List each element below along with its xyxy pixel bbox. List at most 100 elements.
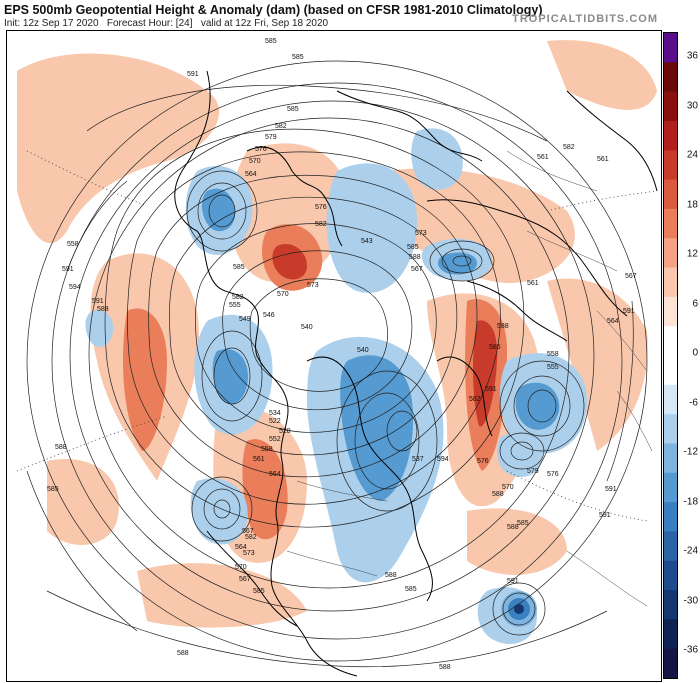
valid-time: valid at 12z Fri, Sep 18 2020 [200,18,329,29]
contour-label: 591 [605,486,617,493]
contour-label: 576 [255,146,267,153]
peak-positive-anomaly [272,243,498,427]
contour-label: 576 [477,458,489,465]
colorbar-swatch [664,267,677,298]
contour-label: 588 [55,444,67,451]
contour-label: 582 [315,221,327,228]
colorbar-swatch [664,355,677,386]
colorbar-swatch [664,179,677,210]
colorbar-swatch [664,208,677,239]
hurricane-low [501,591,537,627]
colorbar-swatch [664,590,677,620]
colorbar-tick-label: 24 [686,149,698,161]
contour-label: 567 [625,273,637,280]
contour-label: 564 [269,471,281,478]
contour-label: 585 [407,244,419,251]
contour-label: 561 [253,456,265,463]
contour-label: 567 [242,528,254,535]
colorbar-tick-label: 12 [686,248,698,260]
contour-label: 570 [249,158,261,165]
contour-label: 573 [307,282,319,289]
contour-label: 579 [265,134,277,141]
colorbar-tick-label: -30 [683,595,698,606]
colorbar [663,32,678,679]
contour-label: 540 [357,347,369,354]
brand-logo: TROPICALTIDBITS.COM [512,13,658,25]
init-time: Init: 12z Sep 17 2020 [4,18,99,29]
contour-label: 561 [527,280,539,287]
contour-label: 594 [69,284,81,291]
contour-label: 576 [547,471,559,478]
contour-label: 591 [507,578,519,585]
colorbar-tick-label: -18 [683,496,698,507]
contour-label: 585 [292,54,304,61]
contour-label: 564 [245,171,257,178]
contour-label: 579 [527,468,539,475]
colorbar-gradient [664,33,677,679]
contour-label: 591 [187,71,199,78]
contour-label: 546 [263,312,275,319]
colorbar-swatch [664,33,677,63]
contour-label: 588 [97,306,109,313]
contour-label: 591 [599,512,611,519]
colorbar-swatch [664,62,677,93]
contour-label: 555 [547,364,559,371]
colorbar-tick-label: 6 [692,298,698,309]
contour-label: 528 [279,428,291,435]
contour-label: 585 [405,586,417,593]
coastlines [174,70,658,677]
colorbar-swatch [664,296,677,327]
contour-label: 582 [275,123,287,130]
contour-label: 534 [269,410,281,417]
colorbar-tick-label: 36 [686,50,698,62]
contour-label: 582 [245,534,257,541]
colorbar-swatch [664,384,677,415]
contour-label: 588 [439,664,451,671]
contour-label: 591 [62,266,74,273]
contour-label: 570 [277,291,289,298]
contour-label: 537 [412,456,424,463]
contour-label: 573 [415,230,427,237]
contour-label: 558 [261,446,273,453]
political-borders [286,150,653,607]
contour-label: 567 [239,576,251,583]
contour-label: 591 [485,386,497,393]
colorbar-swatch [664,560,677,591]
contour-labels: 585 585 591 585 582 579 576 570 564 561 558 591 594 5… [47,38,637,671]
colorbar-swatch [664,120,677,151]
colorbar-swatch [664,150,677,181]
contour-label: 543 [361,238,373,245]
contour-label: 582 [563,144,575,151]
colorbar-swatch [664,326,677,356]
graticule [16,150,658,522]
contour-label: 576 [315,204,327,211]
contour-label: 570 [502,484,514,491]
contour-label: 585 [233,264,245,271]
contour-label: 585 [265,38,277,45]
contour-label: 585 [47,486,59,493]
contour-label: 564 [607,318,619,325]
contour-label: 588 [497,323,509,330]
contour-label: 594 [437,456,449,463]
contour-label: 567 [411,266,423,273]
contour-label: 573 [243,550,255,557]
contour-label: 561 [537,154,549,161]
colorbar-swatch [664,238,677,269]
contour-label: 591 [92,298,104,305]
contour-label: 585 [517,520,529,527]
colorbar-swatch [664,91,677,122]
polar-map: 585 585 591 585 582 579 576 570 564 561 558 591 594 5… [6,30,662,682]
contour-label: 588 [507,524,519,531]
colorbar-tick-label: -36 [683,644,698,656]
map-canvas: 585 585 591 585 582 579 576 570 564 561 558 591 594 5… [16,38,658,677]
colorbar-swatch [664,619,677,650]
contour-label: 585 [489,344,501,351]
contour-label: 585 [287,106,299,113]
colorbar-swatch [664,648,677,679]
contour-label: 564 [235,544,247,551]
contour-label: 558 [547,351,559,358]
contour-label: 555 [229,302,241,309]
colorbar-tick-label: 0 [692,347,698,359]
colorbar-swatch [664,443,677,474]
colorbar-swatch [664,531,677,562]
